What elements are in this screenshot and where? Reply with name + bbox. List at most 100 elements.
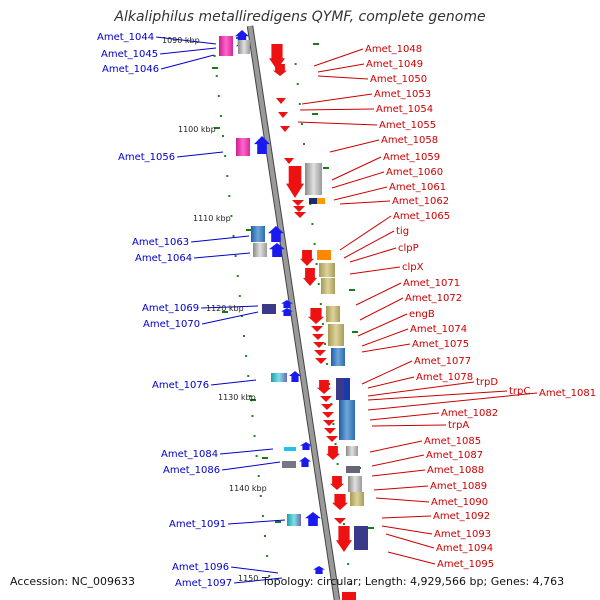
gene-feature-forward[interactable] — [331, 348, 345, 366]
gene-label[interactable]: Amet_1089 — [430, 481, 487, 492]
gene-arrow-forward[interactable] — [311, 326, 323, 332]
gene-label[interactable]: Amet_1071 — [403, 278, 460, 289]
gene-label[interactable]: Amet_1046 — [102, 64, 159, 75]
gene-feature-forward[interactable] — [317, 250, 331, 260]
gene-feature-forward[interactable] — [321, 278, 335, 294]
gene-feature-forward[interactable] — [328, 324, 344, 346]
gene-label[interactable]: trpA — [448, 420, 469, 431]
gene-label[interactable]: Amet_1044 — [97, 32, 154, 43]
gene-feature-forward[interactable] — [346, 466, 360, 473]
gene-arrow-reverse[interactable] — [305, 512, 321, 526]
gene-arrow-forward[interactable] — [294, 212, 306, 218]
gene-label[interactable]: Amet_1055 — [379, 120, 436, 131]
gene-feature-forward[interactable] — [317, 198, 325, 204]
gene-feature-forward[interactable] — [326, 306, 340, 322]
gene-feature-forward[interactable] — [342, 592, 356, 600]
gene-feature-reverse[interactable] — [282, 461, 296, 468]
gene-arrow-forward[interactable] — [284, 158, 294, 164]
gene-arrow-forward[interactable] — [303, 268, 317, 286]
gene-feature-forward[interactable] — [309, 198, 317, 204]
gene-label[interactable]: Amet_1059 — [383, 152, 440, 163]
gene-arrow-forward[interactable] — [320, 396, 332, 402]
gene-label[interactable]: tig — [396, 226, 409, 237]
gene-label[interactable]: Amet_1070 — [143, 319, 200, 330]
gene-label[interactable]: Amet_1091 — [169, 519, 226, 530]
gene-arrow-forward[interactable] — [280, 126, 290, 132]
gene-feature-reverse[interactable] — [271, 373, 287, 382]
gene-label[interactable]: Amet_1054 — [376, 104, 433, 115]
gene-feature-forward[interactable] — [344, 378, 350, 400]
gene-arrow-forward[interactable] — [323, 420, 335, 426]
gene-label[interactable]: Amet_1058 — [381, 135, 438, 146]
gene-label[interactable]: Amet_1056 — [118, 152, 175, 163]
gene-arrow-forward[interactable] — [308, 308, 324, 324]
gene-feature-reverse[interactable] — [262, 304, 276, 314]
gene-arrow-forward[interactable] — [330, 476, 344, 490]
gene-feature-forward[interactable] — [319, 263, 335, 277]
gene-feature-forward[interactable] — [336, 378, 346, 400]
gene-arrow-forward[interactable] — [300, 250, 314, 266]
gene-feature-reverse[interactable] — [253, 243, 267, 257]
gene-feature-forward[interactable] — [305, 163, 322, 195]
gene-arrow-forward[interactable] — [326, 446, 340, 460]
gene-arrow-forward[interactable] — [317, 380, 331, 394]
gene-feature-reverse[interactable] — [284, 447, 296, 451]
gene-label[interactable]: Amet_1065 — [393, 211, 450, 222]
gene-label[interactable]: Amet_1096 — [172, 562, 229, 573]
gene-label[interactable]: Amet_1050 — [370, 74, 427, 85]
gene-label[interactable]: Amet_1094 — [436, 543, 493, 554]
gene-label[interactable]: Amet_1076 — [152, 380, 209, 391]
gene-arrow-forward[interactable] — [313, 342, 325, 348]
gene-arrow-reverse[interactable] — [268, 226, 284, 242]
gene-arrow-forward[interactable] — [315, 358, 327, 364]
gene-label[interactable]: Amet_1053 — [374, 89, 431, 100]
gene-arrow-forward[interactable] — [312, 334, 324, 340]
gene-feature-reverse[interactable] — [251, 226, 265, 242]
gene-feature-reverse[interactable] — [219, 36, 233, 56]
gene-label[interactable]: Amet_1045 — [101, 49, 158, 60]
gene-label[interactable]: clpX — [402, 262, 424, 273]
gene-label[interactable]: Amet_1093 — [434, 529, 491, 540]
gene-feature-forward[interactable] — [339, 400, 355, 440]
gene-arrow-forward[interactable] — [324, 428, 336, 434]
gene-label[interactable]: trpD — [476, 377, 498, 388]
gene-arrow-forward[interactable] — [273, 64, 287, 76]
gene-arrow-forward[interactable] — [326, 436, 338, 442]
gene-arrow-forward[interactable] — [278, 112, 288, 118]
gene-arrow-forward[interactable] — [269, 44, 285, 70]
gene-label[interactable]: Amet_1086 — [163, 465, 220, 476]
gene-label[interactable]: Amet_1081 — [539, 388, 596, 399]
gene-arrow-forward[interactable] — [336, 526, 352, 552]
gene-arrow-reverse[interactable] — [269, 243, 285, 257]
gene-arrow-forward[interactable] — [334, 518, 346, 524]
gene-arrow-forward[interactable] — [286, 166, 304, 198]
gene-arrow-reverse[interactable] — [299, 457, 311, 467]
gene-label[interactable]: Amet_1060 — [386, 167, 443, 178]
gene-arrow-forward[interactable] — [314, 350, 326, 356]
gene-label[interactable]: Amet_1078 — [416, 372, 473, 383]
gene-label[interactable]: Amet_1088 — [427, 465, 484, 476]
gene-arrow-reverse[interactable] — [313, 566, 325, 574]
gene-label[interactable]: Amet_1064 — [135, 253, 192, 264]
gene-label[interactable]: Amet_1097 — [175, 578, 232, 589]
gene-label[interactable]: Amet_1072 — [405, 293, 462, 304]
gene-label[interactable]: Amet_1061 — [389, 182, 446, 193]
gene-arrow-forward[interactable] — [276, 98, 286, 104]
gene-label[interactable]: engB — [409, 309, 435, 320]
gene-arrow-reverse[interactable] — [254, 136, 270, 154]
gene-arrow-reverse[interactable] — [289, 371, 301, 382]
gene-label[interactable]: Amet_1069 — [142, 303, 199, 314]
gene-label[interactable]: Amet_1049 — [366, 59, 423, 70]
gene-label[interactable]: Amet_1084 — [161, 449, 218, 460]
gene-feature-reverse[interactable] — [238, 40, 250, 54]
gene-feature-forward[interactable] — [350, 492, 364, 506]
gene-arrow-forward[interactable] — [322, 412, 334, 418]
gene-feature-reverse[interactable] — [236, 138, 250, 156]
gene-label[interactable]: Amet_1074 — [410, 324, 467, 335]
gene-arrow-forward[interactable] — [293, 206, 305, 212]
gene-label[interactable]: Amet_1082 — [441, 408, 498, 419]
gene-label[interactable]: Amet_1092 — [433, 511, 490, 522]
gene-feature-forward[interactable] — [348, 476, 362, 492]
gene-arrow-reverse[interactable] — [281, 308, 293, 316]
gene-label[interactable]: Amet_1085 — [424, 436, 481, 447]
